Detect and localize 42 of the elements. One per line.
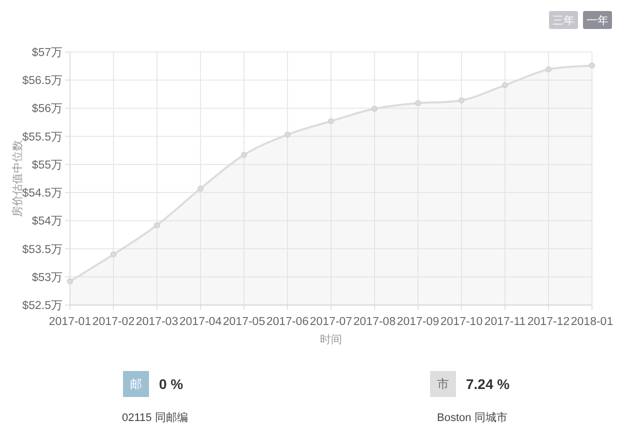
x-tick-label: 2018-01 bbox=[570, 316, 614, 328]
point bbox=[458, 97, 464, 104]
point bbox=[110, 251, 116, 258]
point bbox=[154, 222, 160, 228]
x-tick-label: 2017-06 bbox=[266, 316, 309, 328]
x-tick-label: 2017-11 bbox=[484, 316, 526, 328]
x-tick-label: 2017-05 bbox=[222, 316, 266, 328]
card: 邮 0 % 02115 同邮编 bbox=[122, 371, 188, 424]
y-tick-label: $54万 bbox=[32, 214, 63, 228]
x-tick-label: 2017-01 bbox=[48, 316, 92, 328]
point bbox=[67, 278, 73, 284]
point bbox=[589, 62, 595, 68]
y-axis-title: 房价估值中位数 bbox=[11, 140, 24, 217]
point bbox=[372, 106, 378, 112]
y-tick-label: $56万 bbox=[32, 102, 63, 116]
x-tick-label: 2017-10 bbox=[440, 316, 483, 328]
x-tick-label: 2017-03 bbox=[136, 316, 178, 328]
x-tick-label: 2017-09 bbox=[396, 316, 440, 328]
card: 市 7.24 % Boston 同城市 bbox=[430, 371, 510, 424]
x-tick-label: 2017-02 bbox=[92, 316, 135, 328]
x-tick-label: 2017-04 bbox=[179, 316, 222, 328]
y-tick-label: $52.5万 bbox=[22, 299, 63, 312]
x-tick-label: 2017-07 bbox=[310, 316, 352, 328]
y-tick-label: $56.5万 bbox=[22, 74, 63, 88]
point bbox=[328, 118, 334, 124]
y-tick-label: $53.5万 bbox=[22, 242, 63, 256]
point bbox=[198, 186, 204, 192]
point bbox=[502, 82, 508, 88]
point bbox=[241, 152, 247, 158]
point bbox=[546, 66, 552, 72]
y-tick-label: $54.5万 bbox=[22, 186, 63, 200]
button: 一年 bbox=[583, 11, 612, 29]
x-tick-label: 2017-08 bbox=[353, 316, 396, 328]
button: 三年 bbox=[549, 11, 578, 29]
y-tick-label: $57万 bbox=[32, 46, 63, 59]
point bbox=[284, 132, 290, 138]
y-tick-label: $55万 bbox=[32, 158, 63, 172]
y-tick-label: $53万 bbox=[32, 270, 63, 284]
x-tick-label: 2017-12 bbox=[527, 316, 570, 328]
y-tick-label: $55.5万 bbox=[22, 130, 63, 144]
point bbox=[415, 100, 421, 106]
x-axis-title: 时间 bbox=[320, 333, 342, 346]
